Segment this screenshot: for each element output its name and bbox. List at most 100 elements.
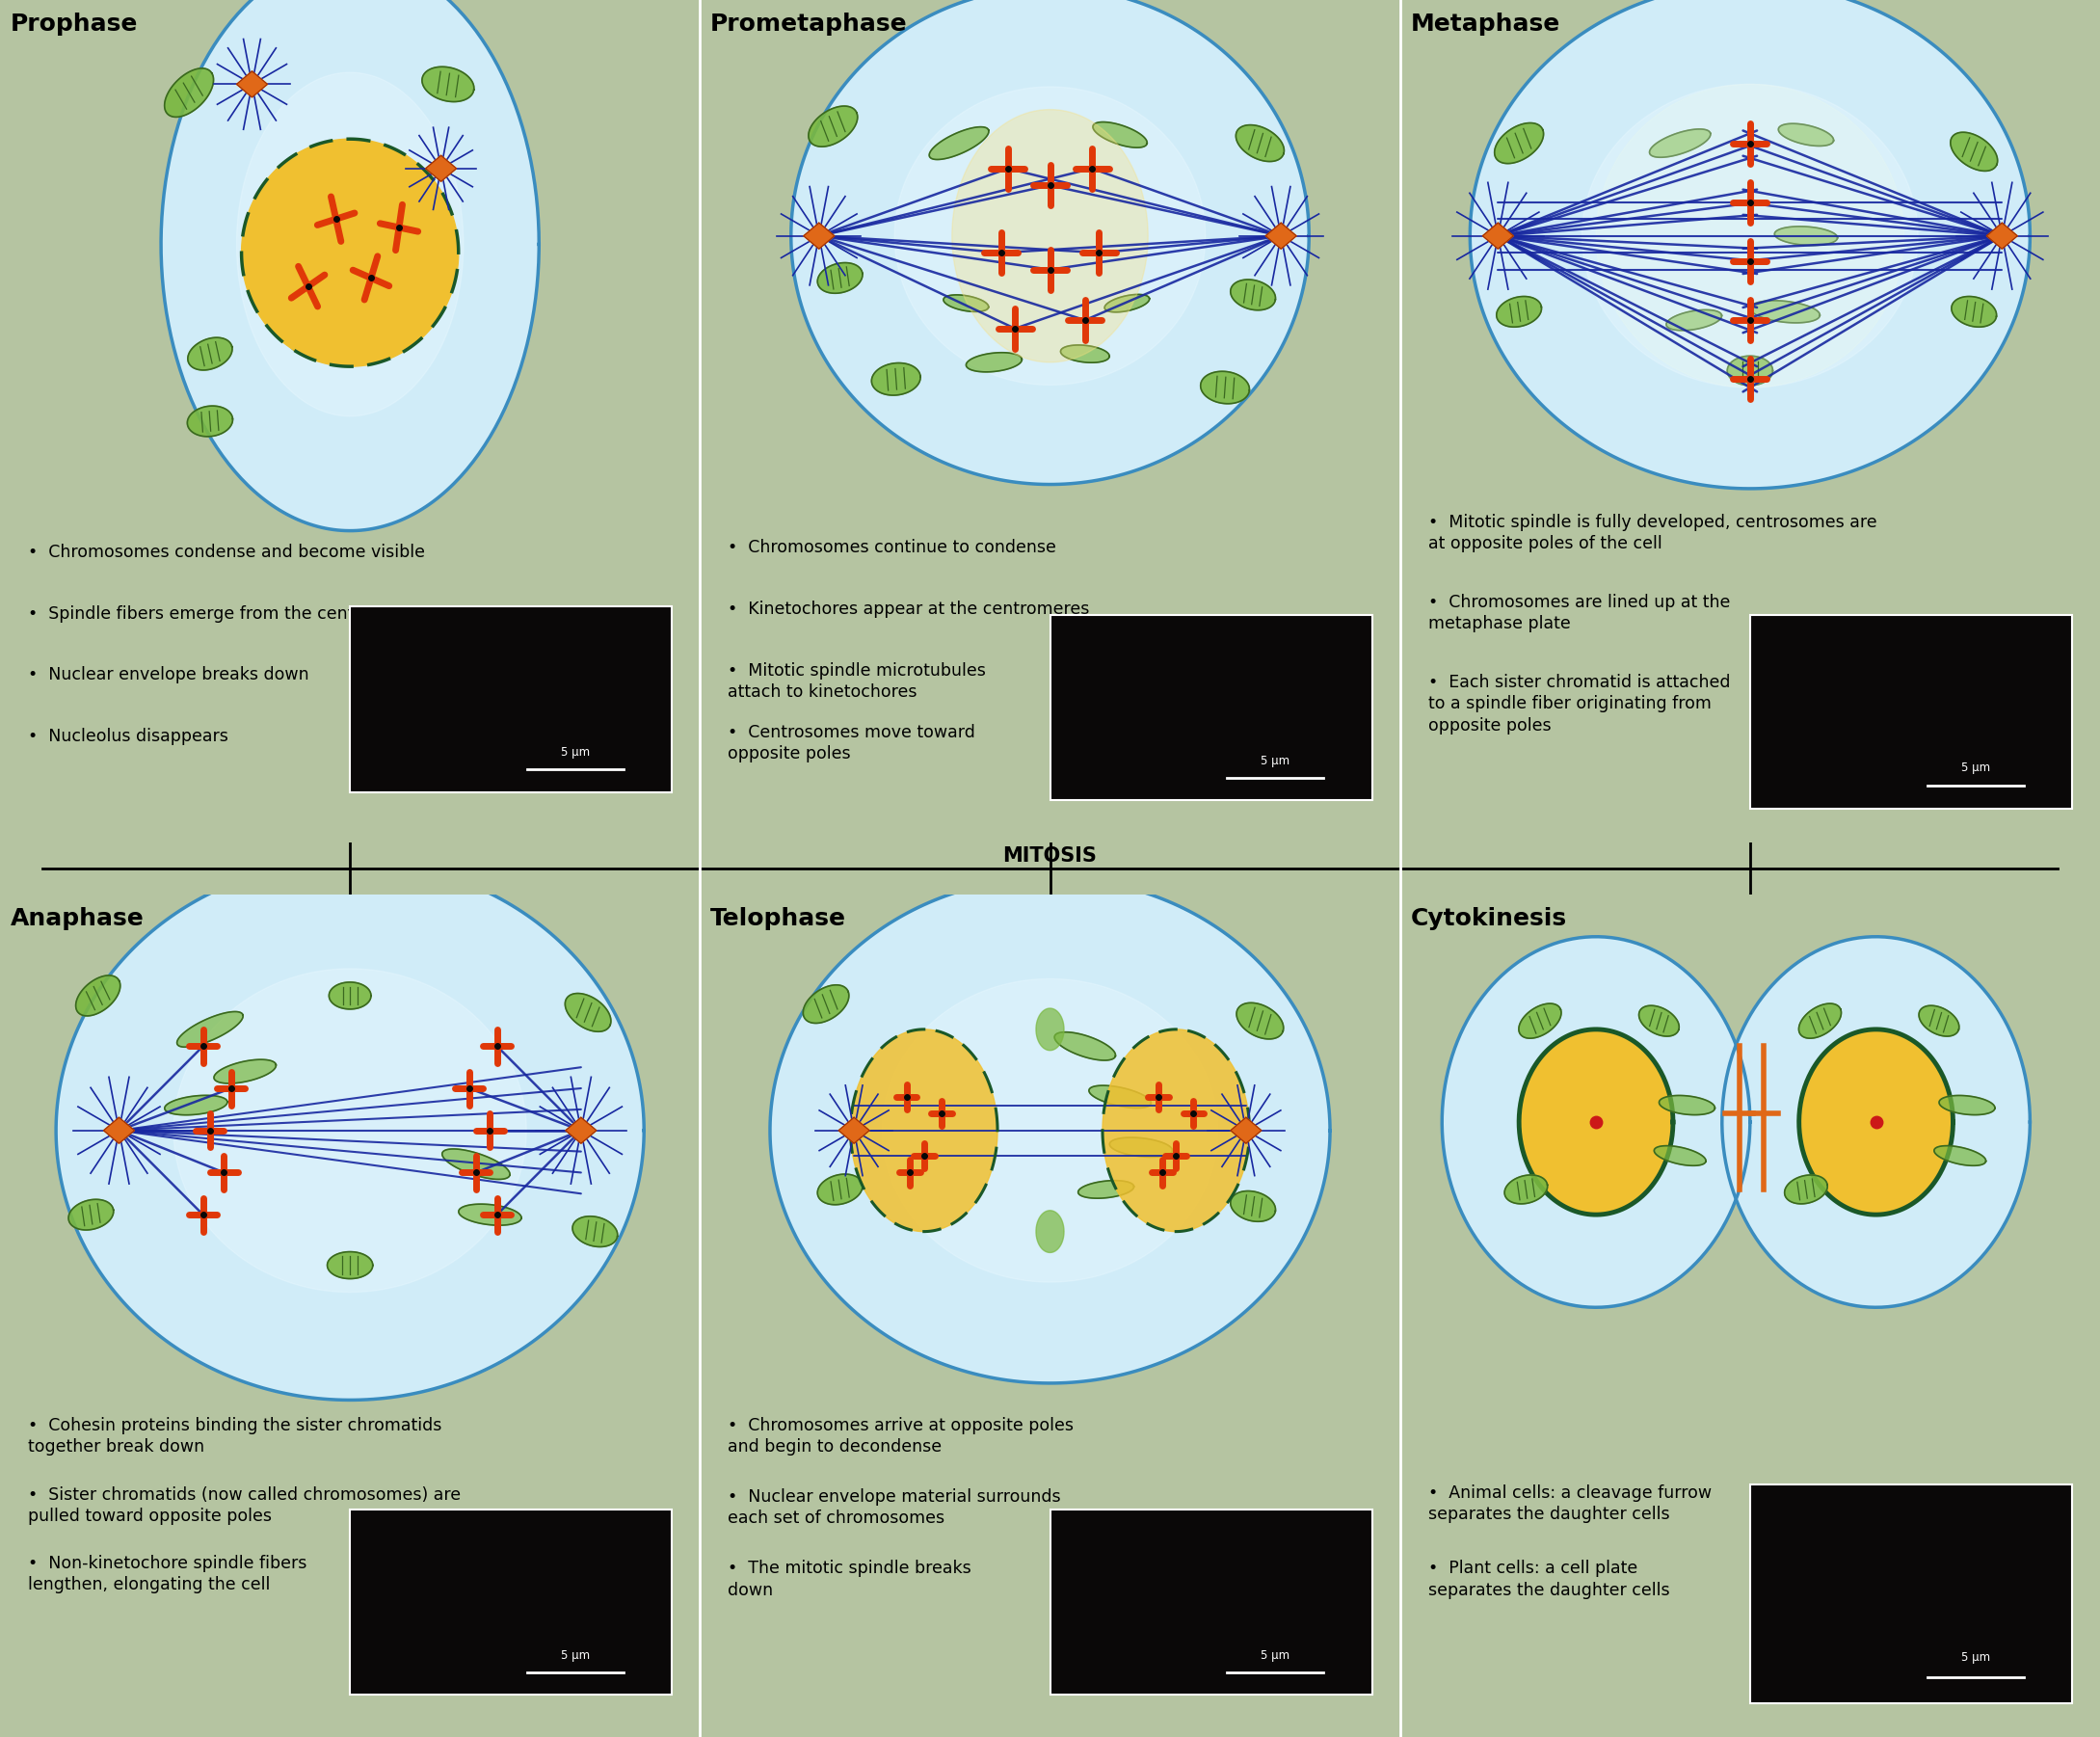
Polygon shape — [174, 969, 527, 1292]
Text: 5 μm: 5 μm — [561, 745, 590, 759]
Polygon shape — [1237, 125, 1283, 162]
Polygon shape — [1237, 1002, 1283, 1039]
Polygon shape — [187, 337, 233, 370]
Text: Prometaphase: Prometaphase — [710, 12, 907, 36]
Polygon shape — [1749, 301, 1821, 323]
Polygon shape — [966, 353, 1023, 372]
Text: 5 μm: 5 μm — [561, 1648, 590, 1662]
Text: 5 μm: 5 μm — [1260, 1648, 1289, 1662]
Polygon shape — [103, 1117, 134, 1143]
Polygon shape — [1054, 1032, 1115, 1060]
Text: MITOSIS: MITOSIS — [1004, 846, 1096, 867]
Polygon shape — [1470, 0, 2031, 488]
Polygon shape — [1109, 1138, 1172, 1157]
Polygon shape — [284, 299, 361, 325]
Polygon shape — [1659, 1096, 1716, 1115]
Text: •  Animal cells: a cleavage furrow
separates the daughter cells: • Animal cells: a cleavage furrow separa… — [1428, 1483, 1711, 1523]
Polygon shape — [1951, 297, 1997, 327]
Polygon shape — [1800, 1030, 1953, 1214]
Text: •  Plant cells: a cell plate
separates the daughter cells: • Plant cells: a cell plate separates th… — [1428, 1560, 1670, 1598]
Polygon shape — [1103, 1030, 1250, 1232]
Text: •  Non-kinetochore spindle fibers
lengthen, elongating the cell: • Non-kinetochore spindle fibers lengthe… — [27, 1555, 307, 1595]
Polygon shape — [76, 976, 120, 1016]
Bar — [351, 1509, 672, 1695]
Polygon shape — [1987, 222, 2018, 248]
Text: •  Nuclear envelope material surrounds
each set of chromosomes: • Nuclear envelope material surrounds ea… — [729, 1489, 1060, 1527]
Polygon shape — [1105, 295, 1149, 313]
Polygon shape — [804, 222, 834, 248]
Text: Prophase: Prophase — [10, 12, 139, 36]
Polygon shape — [242, 139, 458, 367]
Polygon shape — [1665, 309, 1722, 330]
Text: •  Mitotic spindle is fully developed, centrosomes are
at opposite poles of the : • Mitotic spindle is fully developed, ce… — [1428, 514, 1877, 552]
Polygon shape — [802, 985, 848, 1023]
Polygon shape — [1483, 222, 1514, 248]
Polygon shape — [565, 1117, 596, 1143]
Polygon shape — [1800, 1004, 1842, 1039]
Text: •  Each sister chromatid is attached
to a spindle fiber originating from
opposit: • Each sister chromatid is attached to a… — [1428, 674, 1730, 735]
Text: •  Nucleolus disappears: • Nucleolus disappears — [27, 728, 229, 745]
Text: •  Centrosomes move toward
opposite poles: • Centrosomes move toward opposite poles — [729, 724, 977, 763]
Polygon shape — [928, 127, 989, 160]
Polygon shape — [162, 0, 540, 532]
Polygon shape — [1495, 123, 1543, 163]
Polygon shape — [1638, 1006, 1680, 1037]
Polygon shape — [1518, 1030, 1674, 1214]
Polygon shape — [1060, 346, 1109, 363]
Polygon shape — [943, 295, 989, 311]
Polygon shape — [1092, 122, 1147, 148]
Polygon shape — [771, 877, 1329, 1383]
Polygon shape — [330, 981, 372, 1009]
Polygon shape — [1779, 123, 1833, 146]
Polygon shape — [214, 1060, 275, 1084]
Polygon shape — [1581, 85, 1917, 387]
Text: •  Chromosomes are lined up at the
metaphase plate: • Chromosomes are lined up at the metaph… — [1428, 594, 1730, 632]
Polygon shape — [1090, 1086, 1151, 1108]
Polygon shape — [1518, 1004, 1560, 1039]
Polygon shape — [1596, 85, 1905, 387]
Polygon shape — [1497, 297, 1541, 327]
Polygon shape — [69, 1200, 113, 1230]
Polygon shape — [1035, 1211, 1065, 1252]
Bar — [1749, 1483, 2073, 1704]
Polygon shape — [1938, 1096, 1995, 1115]
Polygon shape — [458, 1204, 521, 1225]
Text: •  Chromosomes condense and become visible: • Chromosomes condense and become visibl… — [27, 544, 424, 561]
Polygon shape — [792, 0, 1308, 485]
Bar — [1749, 615, 2073, 809]
Polygon shape — [1655, 1146, 1705, 1166]
Text: 5 μm: 5 μm — [1260, 754, 1289, 768]
Polygon shape — [1266, 222, 1296, 248]
Polygon shape — [422, 66, 475, 102]
Text: •  Chromosomes arrive at opposite poles
and begin to decondense: • Chromosomes arrive at opposite poles a… — [729, 1417, 1073, 1456]
Polygon shape — [237, 71, 267, 97]
Polygon shape — [1077, 1181, 1134, 1199]
Text: Telophase: Telophase — [710, 907, 846, 931]
Text: Anaphase: Anaphase — [10, 907, 145, 931]
Polygon shape — [57, 862, 645, 1400]
Polygon shape — [164, 1096, 227, 1115]
Text: •  Spindle fibers emerge from the centrosomes: • Spindle fibers emerge from the centros… — [27, 604, 426, 622]
Polygon shape — [850, 1030, 997, 1232]
Text: 5 μm: 5 μm — [1961, 1652, 1991, 1664]
Polygon shape — [1774, 226, 1838, 245]
Text: •  Cohesin proteins binding the sister chromatids
together break down: • Cohesin proteins binding the sister ch… — [27, 1417, 441, 1456]
Polygon shape — [1785, 1174, 1827, 1204]
Polygon shape — [262, 255, 353, 285]
Polygon shape — [1231, 1117, 1262, 1143]
Polygon shape — [951, 109, 1149, 363]
Text: •  Chromosomes continue to condense: • Chromosomes continue to condense — [729, 538, 1056, 556]
Text: •  The mitotic spindle breaks
down: • The mitotic spindle breaks down — [729, 1560, 972, 1598]
Polygon shape — [872, 363, 920, 396]
Polygon shape — [353, 168, 418, 203]
Polygon shape — [817, 1174, 863, 1205]
Polygon shape — [1934, 1146, 1987, 1166]
Polygon shape — [1504, 1174, 1548, 1204]
Text: •  Sister chromatids (now called chromosomes) are
pulled toward opposite poles: • Sister chromatids (now called chromoso… — [27, 1485, 460, 1525]
Polygon shape — [817, 262, 863, 294]
Polygon shape — [187, 406, 233, 436]
Text: •  Nuclear envelope breaks down: • Nuclear envelope breaks down — [27, 667, 309, 684]
Bar — [1050, 1509, 1371, 1695]
Polygon shape — [882, 980, 1218, 1282]
Polygon shape — [426, 156, 456, 181]
